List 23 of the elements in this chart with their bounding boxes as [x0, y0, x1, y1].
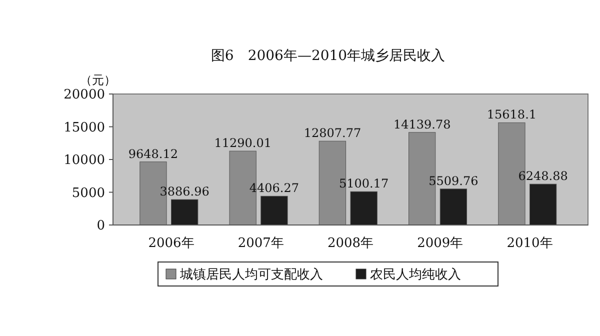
text: 3886.96 [160, 184, 210, 199]
x-tick-label: 2009年 [417, 236, 464, 251]
legend-label: 城镇居民人均可支配收入 [179, 268, 323, 283]
x-tick-label: 2010年 [506, 236, 553, 251]
text: 4406.27 [249, 181, 300, 196]
y-tick-label: 15000 [64, 120, 105, 136]
y-tick-label: 10000 [64, 153, 105, 168]
chart-title: 图6 2006年—2010年城乡居民收入 [210, 48, 446, 64]
text: 15618.1 [486, 108, 537, 122]
text: 5509.76 [428, 174, 478, 188]
text: 12807.77 [304, 126, 362, 140]
y-tick-label: 5000 [72, 186, 105, 201]
y-axis-title: （元） [80, 73, 116, 87]
text: 9648.12 [128, 146, 178, 161]
text: 11290.01 [214, 136, 272, 150]
text: 6248.88 [518, 169, 568, 184]
x-tick-label: 2008年 [327, 236, 374, 251]
y-tick-label: 0 [96, 218, 105, 234]
legend-label: 农民人均纯收入 [370, 268, 461, 283]
y-tick-label: 20000 [64, 88, 105, 103]
text: 14139.78 [393, 117, 451, 132]
x-tick-label: 2006年 [148, 236, 194, 251]
x-tick-label: 2007年 [238, 236, 284, 251]
